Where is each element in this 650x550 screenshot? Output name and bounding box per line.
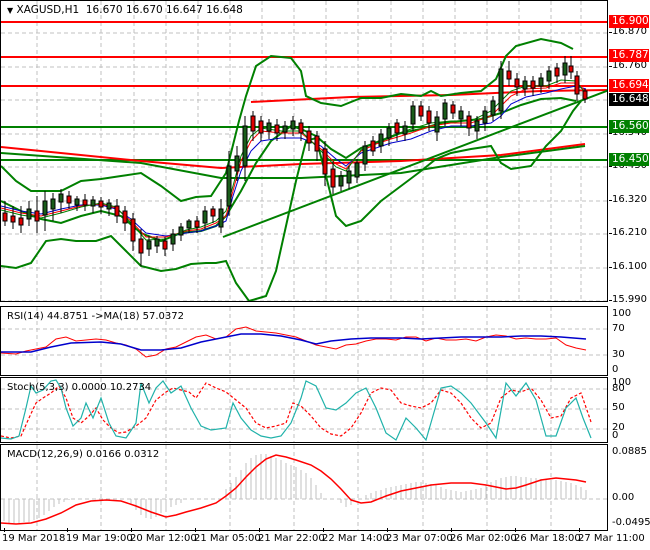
time-label: 23 Mar 07:00 — [386, 533, 453, 544]
rsi-ma-line — [1, 333, 587, 353]
stoch-tick: 50 — [612, 402, 625, 413]
macd-tick: 0.00 — [612, 492, 635, 503]
level-label-16450: 16.450 — [609, 153, 649, 166]
rsi-title: RSI(14) 44.8751 ->MA(18) 57.0372 — [7, 311, 184, 322]
green-moving-average — [1, 145, 586, 179]
level-label-16694: 16.694 — [609, 79, 649, 92]
macd-panel[interactable]: MACD(12,26,9) 0.0166 0.0312 — [0, 444, 608, 531]
rsi-tick: 70 — [612, 323, 625, 334]
rsi-tick: 100 — [612, 308, 632, 319]
rsi-axis: 100 70 30 0 — [609, 306, 650, 376]
price-tick: 16.320 — [612, 194, 647, 205]
macd-signal-line — [1, 454, 587, 525]
macd-histogram — [3, 454, 587, 523]
level-label-16560: 16.560 — [609, 120, 649, 133]
price-tick: 16.870 — [612, 26, 647, 37]
macd-tick: 0.0885 — [612, 446, 647, 457]
level-label-16900: 16.900 — [609, 15, 649, 28]
rsi-canvas — [1, 307, 607, 375]
symbol-label: XAGUSD,H1 — [16, 4, 80, 16]
bollinger-lower — [1, 100, 582, 301]
level-label-16787: 16.787 — [609, 49, 649, 62]
ascending-trendline — [222, 89, 607, 238]
stochastic-canvas — [1, 378, 607, 442]
stoch-main-line — [1, 379, 592, 442]
time-label: 27 Mar 11:00 — [578, 533, 645, 544]
time-label: 19 Mar 19:00 — [66, 533, 133, 544]
time-label: 22 Mar 14:00 — [322, 533, 389, 544]
ohlc-values: 16.670 16.670 16.647 16.648 — [85, 4, 243, 16]
time-label: 26 Mar 18:00 — [514, 533, 581, 544]
macd-title: MACD(12,26,9) 0.0166 0.0312 — [7, 449, 160, 460]
macd-axis: 0.0885 0.00 -0.0495 — [609, 444, 650, 531]
price-tick: 15.990 — [612, 294, 647, 305]
stoch-signal-line — [1, 382, 592, 439]
rsi-panel[interactable]: RSI(14) 44.8751 ->MA(18) 57.0372 — [0, 306, 608, 376]
stochastic-panel[interactable]: Stoch(5,3,3) 0.0000 10.2734 — [0, 377, 608, 443]
stoch-tick: 80 — [612, 383, 625, 394]
bollinger-upper — [1, 37, 574, 203]
time-label: 19 Mar 2018 — [2, 533, 66, 544]
rsi-tick: 30 — [612, 349, 625, 360]
stoch-tick: 100 — [612, 377, 632, 388]
bollinger-middle — [1, 96, 577, 243]
price-tick: 16.100 — [612, 261, 647, 272]
time-label: 20 Mar 12:00 — [130, 533, 197, 544]
stoch-tick: 20 — [612, 422, 625, 433]
time-label: 26 Mar 02:00 — [450, 533, 517, 544]
time-label: 21 Mar 05:00 — [194, 533, 261, 544]
price-tick: 16.760 — [612, 60, 647, 71]
chart-header: ▼ XAGUSD,H1 16.670 16.670 16.647 16.648 — [7, 4, 243, 16]
price-chart-panel[interactable]: ▼ XAGUSD,H1 16.670 16.670 16.647 16.648 — [0, 0, 608, 302]
price-chart-canvas — [1, 1, 607, 301]
stoch-tick: 0 — [612, 430, 619, 441]
triangle-down-icon[interactable]: ▼ — [7, 6, 14, 15]
rsi-tick: 0 — [612, 364, 619, 375]
time-axis: 19 Mar 2018 19 Mar 19:00 20 Mar 12:00 21… — [0, 528, 650, 550]
macd-tick: -0.0495 — [612, 517, 650, 528]
time-label: 21 Mar 22:00 — [258, 533, 325, 544]
current-price-label: 16.648 — [609, 93, 649, 106]
candlesticks — [2, 56, 588, 266]
macd-canvas — [1, 445, 607, 530]
stoch-title: Stoch(5,3,3) 0.0000 10.2734 — [7, 382, 152, 393]
price-axis[interactable]: 16.870 16.760 16.650 16.540 16.430 16.32… — [609, 0, 650, 305]
price-tick: 16.210 — [612, 227, 647, 238]
stoch-axis: 100 80 50 20 0 — [609, 377, 650, 443]
